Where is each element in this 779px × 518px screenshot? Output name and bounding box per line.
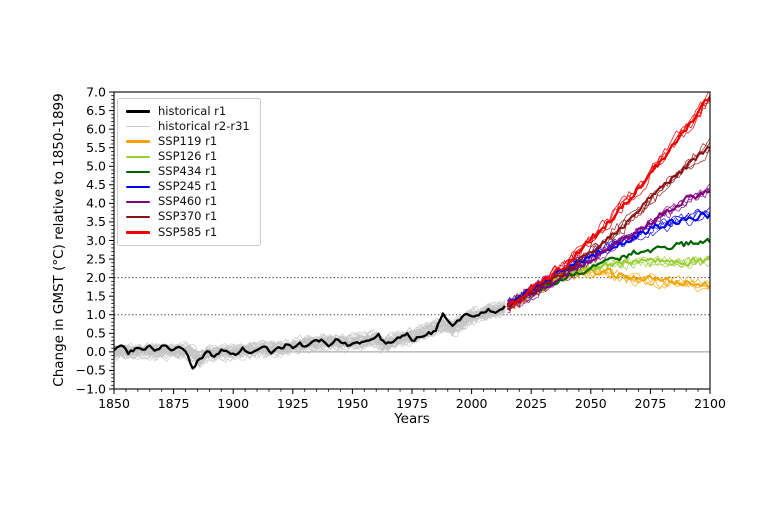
x-tick-label: 1975: [396, 396, 428, 411]
legend-item-label: SSP119 r1: [158, 133, 218, 148]
legend-item-2: SSP119 r1: [126, 134, 250, 149]
y-axis-label: Change in GMST (°C) relative to 1850-189…: [51, 93, 67, 386]
y-tick-label: 3.0: [86, 233, 106, 248]
x-axis-label: Years: [393, 411, 430, 427]
y-tick-label: 2.0: [86, 270, 106, 285]
y-tick-label: 0.5: [86, 326, 106, 341]
x-tick-label: 1850: [98, 396, 130, 411]
series-ssp460-line: [506, 189, 710, 306]
x-tick-label: 2025: [515, 396, 547, 411]
series-ssp585-line: [506, 96, 710, 308]
legend-item-label: SSP126 r1: [158, 149, 218, 164]
legend-item-8: SSP585 r1: [126, 225, 250, 240]
legend-item-label: SSP370 r1: [158, 209, 218, 224]
y-tick-label: −0.5: [76, 363, 106, 378]
x-tick-label: 1950: [336, 396, 368, 411]
x-tick-label: 1925: [277, 396, 309, 411]
legend-item-5: SSP245 r1: [126, 179, 250, 194]
series-ssp370-line: [507, 146, 710, 306]
legend-item-label: historical r2-r31: [158, 118, 250, 133]
legend-line-swatch: [126, 200, 150, 204]
y-tick-label: 5.5: [86, 140, 106, 155]
y-tick-label: 6.0: [86, 121, 106, 136]
x-tick-label: 2100: [694, 396, 726, 411]
legend-item-label: SSP460 r1: [158, 194, 218, 209]
x-tick-label: 2075: [634, 396, 666, 411]
x-tick-label: 1875: [158, 396, 190, 411]
legend-item-7: SSP370 r1: [126, 210, 250, 225]
legend-line-swatch: [126, 110, 150, 114]
x-tick-label: 1900: [217, 396, 249, 411]
series-historical-r1-line: [114, 305, 506, 370]
legend-item-label: historical r1: [158, 103, 227, 118]
y-tick-label: 0.0: [86, 344, 106, 359]
legend-line-swatch: [126, 231, 150, 234]
y-tick-label: 5.0: [86, 159, 106, 174]
legend-line-swatch: [126, 126, 150, 128]
legend-item-label: SSP245 r1: [158, 179, 218, 194]
y-tick-label: 1.0: [86, 307, 106, 322]
series-historical-ensemble-member: [114, 307, 506, 361]
legend-line-swatch: [126, 215, 150, 219]
y-tick-label: −1.0: [76, 381, 106, 396]
legend-item-3: SSP126 r1: [126, 149, 250, 164]
y-tick-label: 4.0: [86, 196, 106, 211]
legend-item-label: SSP434 r1: [158, 164, 218, 179]
series-historical-ensemble-member: [114, 307, 506, 368]
y-tick-label: 6.5: [86, 103, 106, 118]
legend-line-swatch: [126, 170, 150, 174]
legend-line-swatch: [126, 155, 150, 159]
legend: historical r1 historical r2-r31 SSP119 r1 S…: [117, 98, 261, 246]
legend-item-6: SSP460 r1: [126, 195, 250, 210]
y-tick-label: 4.5: [86, 177, 106, 192]
legend-item-label: SSP585 r1: [158, 224, 218, 239]
x-tick-label: 2050: [575, 396, 607, 411]
legend-line-swatch: [126, 140, 150, 143]
legend-item-4: SSP434 r1: [126, 164, 250, 179]
legend-line-swatch: [126, 185, 150, 189]
y-tick-label: 2.5: [86, 251, 106, 266]
y-tick-label: 3.5: [86, 214, 106, 229]
series-ssp434-line: [506, 237, 710, 308]
x-tick-label: 2000: [456, 396, 488, 411]
y-tick-label: 7.0: [86, 84, 106, 99]
legend-item-0: historical r1: [126, 104, 250, 119]
y-tick-label: 1.5: [86, 288, 106, 303]
legend-item-1: historical r2-r31: [126, 119, 250, 134]
